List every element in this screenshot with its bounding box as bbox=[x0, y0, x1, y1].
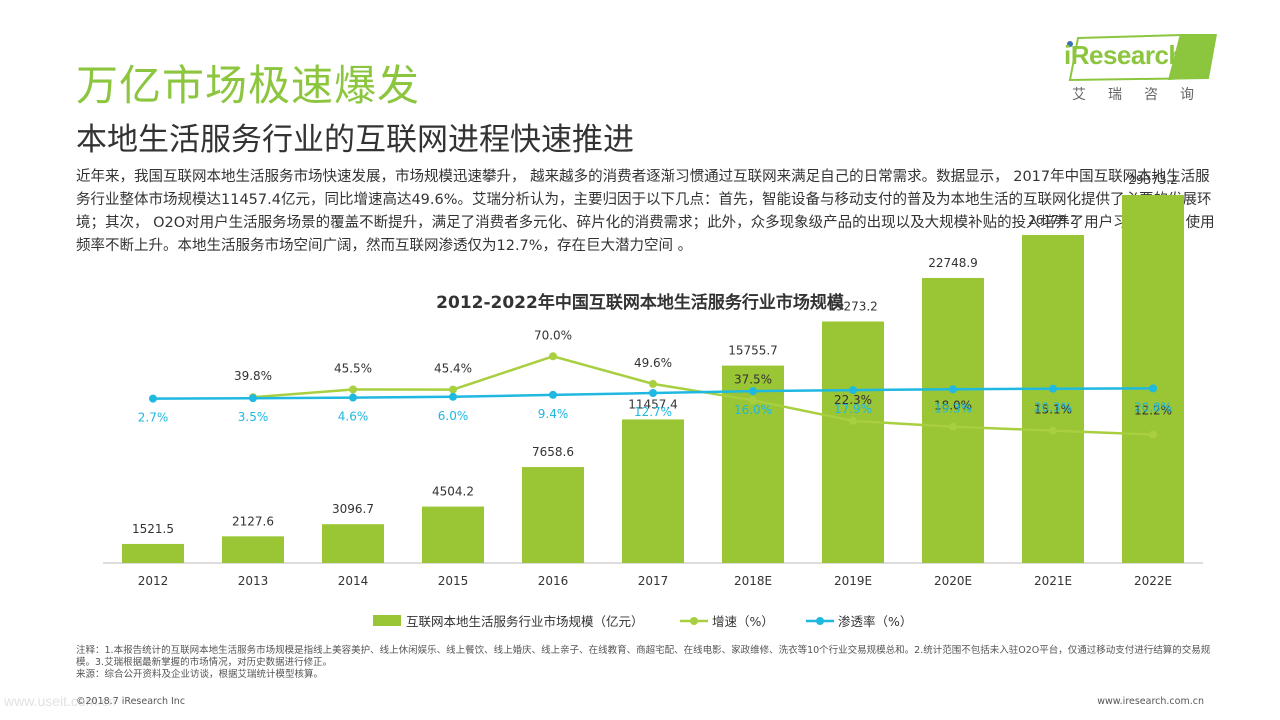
bar-2012 bbox=[122, 543, 184, 563]
legend-label-growth: 增速（%） bbox=[712, 614, 774, 629]
penetration-label-2012: 2.7% bbox=[138, 411, 169, 425]
x-tick-2014: 2014 bbox=[338, 574, 369, 588]
bar-2015 bbox=[422, 506, 484, 563]
penetration-point-2015 bbox=[449, 392, 457, 401]
penetration-point-2017 bbox=[649, 388, 657, 397]
penetration-label-2015: 6.0% bbox=[438, 409, 469, 423]
legend-label-bars: 互联网本地生活服务行业市场规模（亿元） bbox=[406, 614, 644, 629]
legend-marker-growth bbox=[690, 617, 698, 625]
growth-point-2017 bbox=[649, 379, 657, 388]
page-subtitle: 本地生活服务行业的互联网进程快速推进 bbox=[76, 122, 634, 158]
page-title: 万亿市场极速爆发 bbox=[76, 61, 421, 110]
copyright: ©2018.7 iResearch Inc bbox=[76, 696, 186, 707]
penetration-point-2013 bbox=[249, 394, 257, 403]
bar-2022E bbox=[1122, 194, 1184, 563]
growth-point-2022E bbox=[1149, 430, 1157, 439]
growth-label-2019E: 22.3% bbox=[834, 393, 872, 407]
growth-point-2014 bbox=[349, 385, 357, 394]
penetration-label-2013: 3.5% bbox=[238, 410, 269, 424]
footer-url[interactable]: www.iresearch.com.cn bbox=[1097, 696, 1204, 707]
penetration-label-2017: 12.7% bbox=[634, 405, 672, 419]
iresearch-logo: iResearch 艾瑞咨询 bbox=[1060, 34, 1220, 106]
penetration-point-2012 bbox=[149, 394, 157, 403]
penetration-point-2018E bbox=[749, 387, 757, 396]
bar-label-2015: 4504.2 bbox=[432, 485, 474, 499]
penetration-label-2018E: 16.0% bbox=[734, 403, 772, 417]
bar-2020E bbox=[922, 277, 984, 563]
bar-label-2017: 11457.4 bbox=[628, 397, 678, 411]
bar-label-2019E: 19273.2 bbox=[828, 300, 878, 314]
bar-2013 bbox=[222, 536, 284, 563]
legend-label-penetration: 渗透率（%） bbox=[838, 614, 912, 629]
penetration-label-2020E: 19.3% bbox=[934, 401, 972, 415]
bar-label-2021E: 26179.2 bbox=[1028, 213, 1078, 227]
growth-label-2013: 39.8% bbox=[234, 369, 272, 383]
penetration-point-2022E bbox=[1149, 384, 1157, 393]
bar-2016 bbox=[522, 467, 584, 563]
growth-point-2015 bbox=[449, 385, 457, 394]
watermark: www.useit.com.cn bbox=[4, 693, 117, 709]
x-tick-2018E: 2018E bbox=[734, 574, 772, 588]
x-tick-2015: 2015 bbox=[438, 574, 469, 588]
x-tick-2017: 2017 bbox=[638, 574, 669, 588]
growth-label-2022E: 12.2% bbox=[1134, 404, 1172, 418]
legend-swatch-bars bbox=[373, 615, 401, 626]
x-tick-2013: 2013 bbox=[238, 574, 269, 588]
growth-point-2020E bbox=[949, 422, 957, 431]
growth-point-2021E bbox=[1049, 426, 1057, 435]
bar-2021E bbox=[1022, 234, 1084, 564]
bar-label-2020E: 22748.9 bbox=[928, 256, 978, 270]
chart-title: 2012-2022年中国互联网本地生活服务行业市场规模 bbox=[436, 293, 844, 313]
intro-paragraph: 近年来，我国互联网本地生活服务市场快速发展，市场规模迅速攀升， 越来越多的消费者… bbox=[76, 169, 1215, 254]
x-tick-2016: 2016 bbox=[538, 574, 569, 588]
bar-label-2013: 2127.6 bbox=[232, 514, 274, 528]
bar-label-2018E: 15755.7 bbox=[728, 344, 778, 358]
x-tick-2022E: 2022E bbox=[1134, 574, 1172, 588]
footnote-source: 来源：综合公开资料及企业访谈，根据艾瑞统计模型核算。 bbox=[76, 669, 324, 680]
penetration-point-2020E bbox=[949, 385, 957, 394]
growth-point-2019E bbox=[849, 416, 857, 425]
bar-2017 bbox=[622, 419, 684, 563]
penetration-point-2016 bbox=[549, 390, 557, 399]
growth-label-2017: 49.6% bbox=[634, 356, 672, 370]
penetration-label-2016: 9.4% bbox=[538, 407, 569, 421]
logo-text: iResearch bbox=[1064, 40, 1184, 70]
penetration-label-2022E: 20.8% bbox=[1134, 400, 1172, 414]
growth-point-2018E bbox=[749, 396, 757, 405]
x-tick-2020E: 2020E bbox=[934, 574, 972, 588]
growth-label-2015: 45.4% bbox=[434, 362, 472, 376]
penetration-label-2021E: 20.3% bbox=[1034, 401, 1072, 415]
growth-label-2014: 45.5% bbox=[334, 361, 372, 375]
bar-2019E bbox=[822, 321, 884, 563]
bar-label-2012: 1521.5 bbox=[132, 522, 174, 536]
growth-label-2016: 70.0% bbox=[534, 328, 572, 342]
growth-label-2018E: 37.5% bbox=[734, 372, 772, 386]
bar-2014 bbox=[322, 524, 384, 563]
footnote-note: 注释：1.本报告统计的互联网本地生活服务市场规模是指线上美容美护、线上休闲娱乐、… bbox=[76, 645, 1211, 668]
growth-point-2016 bbox=[549, 352, 557, 361]
logo-badge-icon bbox=[1067, 34, 1218, 82]
x-tick-2019E: 2019E bbox=[834, 574, 872, 588]
growth-label-2020E: 18.0% bbox=[934, 399, 972, 413]
footnote: 注释：1.本报告统计的互联网本地生活服务市场规模是指线上美容美护、线上休闲娱乐、… bbox=[76, 645, 1216, 681]
bar-2018E bbox=[722, 365, 784, 563]
bar-label-2014: 3096.7 bbox=[332, 502, 374, 516]
logo-subtext: 艾瑞咨询 bbox=[1072, 87, 1216, 103]
penetration-label-2019E: 17.9% bbox=[834, 402, 872, 416]
penetration-point-2019E bbox=[849, 386, 857, 395]
bar-label-2016: 7658.6 bbox=[532, 445, 574, 459]
bar-label-2022E: 29373.2 bbox=[1128, 173, 1178, 187]
penetration-point-2014 bbox=[349, 393, 357, 402]
penetration-point-2021E bbox=[1049, 384, 1057, 393]
x-tick-2012: 2012 bbox=[138, 574, 169, 588]
legend-marker-penetration bbox=[816, 617, 824, 625]
penetration-label-2014: 4.6% bbox=[338, 410, 369, 424]
x-tick-2021E: 2021E bbox=[1034, 574, 1072, 588]
growth-line bbox=[252, 354, 1154, 436]
growth-label-2021E: 15.1% bbox=[1034, 403, 1072, 417]
